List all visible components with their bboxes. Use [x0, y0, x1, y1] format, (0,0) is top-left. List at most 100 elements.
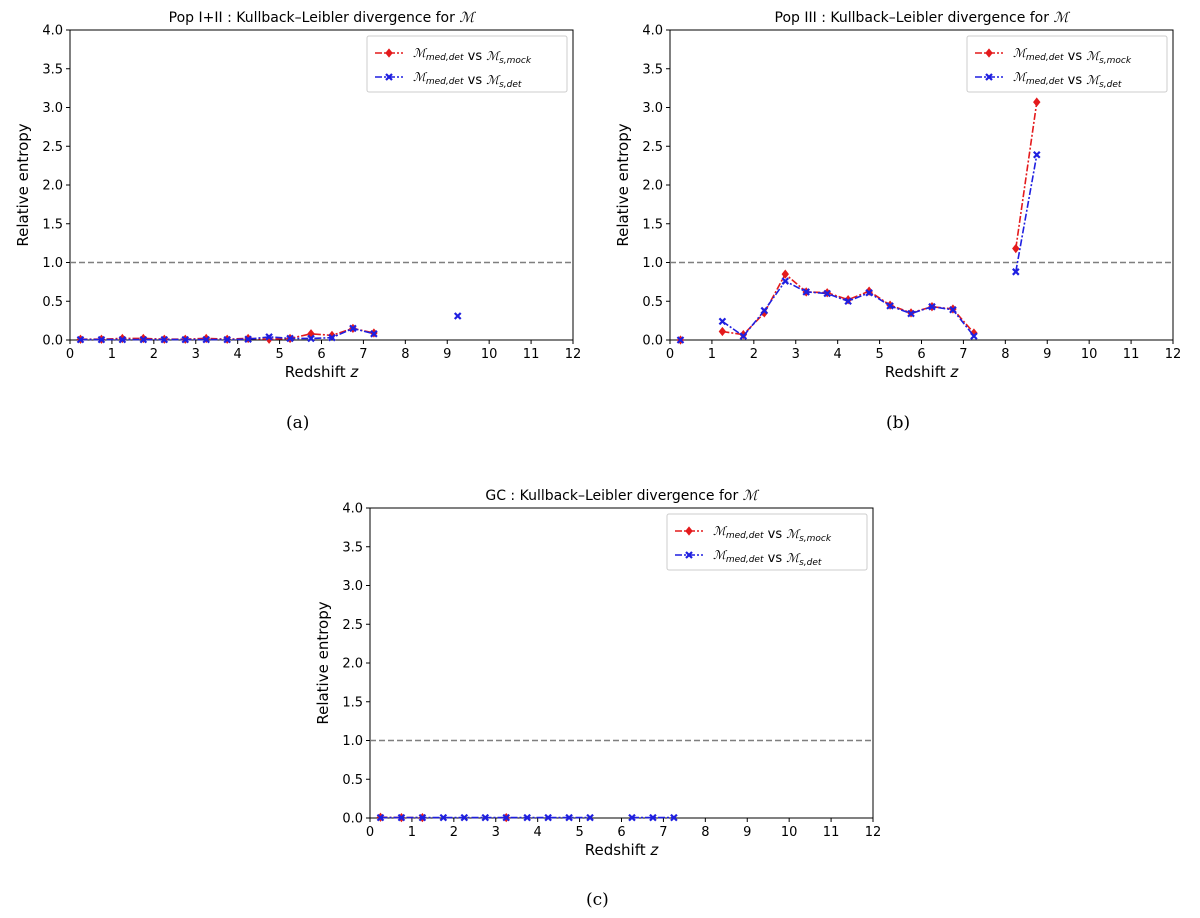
legend-box: [666, 513, 868, 571]
x-tick-label: 2: [150, 347, 158, 362]
legend-swatch-marker-b: [985, 73, 993, 81]
x-tick-label: 5: [275, 347, 283, 362]
legend-subscript: med,det: [1026, 53, 1064, 63]
x-axis-label-text: Redshift: [585, 841, 651, 859]
data-point-1: [544, 813, 552, 822]
legend-subscript: med,det: [426, 77, 464, 87]
legend-symbol: ℳ: [713, 548, 728, 562]
x-tick-label: 10: [481, 347, 498, 362]
y-tick-label: 3.0: [42, 101, 63, 116]
data-point-1-b: [565, 813, 573, 822]
legend-swatch-marker: [385, 48, 393, 58]
x-tick-label: 11: [523, 347, 540, 362]
y-tick-label: 0.5: [642, 295, 663, 310]
data-point-0: [781, 269, 789, 279]
data-point-1: [439, 813, 448, 822]
data-point-1-b: [865, 288, 873, 297]
data-point-1: [349, 324, 357, 333]
data-point-1-b: [823, 289, 831, 298]
data-point-1: [760, 306, 769, 315]
data-point-1-b: [160, 335, 169, 344]
data-point-1-b: [328, 333, 336, 342]
x-tick-label: 1: [708, 347, 716, 362]
y-tick-label: 0.0: [642, 334, 663, 349]
legend-vs: vs: [764, 551, 787, 566]
data-point-0: [718, 326, 727, 337]
x-tick-label: 12: [1165, 347, 1182, 362]
x-axis-label-text: Redshift: [885, 363, 951, 381]
data-point-1-b: [460, 813, 469, 822]
data-point-1-b: [202, 335, 211, 344]
y-tick-label: 0.0: [42, 334, 63, 349]
y-tick-label: 2.5: [342, 618, 363, 633]
x-tick-label: 1: [408, 825, 416, 840]
data-point-1-b: [649, 813, 657, 822]
x-tick-label: 8: [701, 825, 709, 840]
x-tick-label: 10: [1081, 347, 1098, 362]
y-tick-label: 1.0: [42, 256, 63, 271]
x-tick-label: 6: [617, 825, 625, 840]
data-point-1-b: [307, 334, 315, 343]
legend-vs: vs: [464, 73, 487, 88]
x-tick-label: 0: [66, 347, 74, 362]
data-point-1: [670, 813, 678, 822]
y-tick-label: 2.0: [642, 179, 663, 194]
legend-swatch-marker: [985, 48, 993, 58]
legend-symbol: ℳ: [486, 73, 501, 87]
legend-swatch-marker: [985, 73, 993, 81]
y-tick-label: 4.0: [342, 502, 363, 517]
data-point-1: [139, 335, 148, 344]
data-point-1-b: [1032, 150, 1041, 159]
legend-label: ℳmed,det vs ℳs,mock: [1013, 46, 1132, 66]
data-point-1-b: [481, 813, 490, 822]
x-tick-label: 8: [1001, 347, 1009, 362]
y-tick-label: 3.5: [642, 62, 663, 77]
caption-c: (c): [586, 890, 609, 910]
chart-title: GC : Kullback–Leibler divergence for ℳ: [485, 488, 759, 504]
data-point-1-b: [139, 335, 148, 344]
x-tick-label: 4: [534, 825, 542, 840]
x-tick-label: 7: [959, 347, 967, 362]
y-tick-label: 1.5: [42, 217, 63, 232]
legend-subscript: med,det: [426, 53, 464, 63]
data-point-1-b: [439, 813, 448, 822]
y-tick-label: 4.0: [642, 24, 663, 39]
data-point-1-b: [844, 297, 852, 306]
data-point-1: [181, 335, 190, 344]
y-tick-label: 2.0: [342, 657, 363, 672]
data-point-1-b: [370, 330, 378, 338]
data-point-1-b: [376, 813, 385, 822]
data-point-1: [160, 335, 169, 344]
data-point-1-b: [418, 813, 427, 822]
y-tick-label: 2.5: [642, 140, 663, 155]
legend-subscript: s,det: [499, 80, 522, 90]
y-tick-label: 3.5: [342, 540, 363, 555]
data-point-1-b: [676, 336, 685, 344]
data-point-0: [1033, 97, 1041, 107]
y-tick-label: 1.0: [642, 256, 663, 271]
x-tick-label: 10: [781, 825, 798, 840]
data-point-1-b: [628, 813, 636, 822]
x-tick-label: 3: [792, 347, 800, 362]
data-point-1: [886, 302, 894, 310]
y-tick-label: 0.5: [342, 773, 363, 788]
legend-label: ℳmed,det vs ℳs,mock: [713, 524, 832, 544]
data-point-1-b: [586, 813, 594, 822]
x-axis-label: Redshift z: [585, 841, 660, 859]
data-point-1-b: [886, 302, 894, 310]
caption-b: (b): [886, 413, 911, 433]
data-point-1-b: [781, 277, 790, 285]
x-tick-label: 4: [234, 347, 242, 362]
x-axis-label-var: z: [649, 841, 659, 859]
y-tick-label: 2.0: [42, 179, 63, 194]
data-point-1-b: [718, 317, 727, 326]
chart-panel-1: Pop III : Kullback–Leibler divergence fo…: [614, 10, 1181, 381]
legend-subscript: s,det: [1099, 80, 1122, 90]
x-tick-label: 3: [492, 825, 500, 840]
data-point-1: [97, 335, 106, 344]
x-tick-label: 0: [366, 825, 374, 840]
data-point-1-b: [1012, 268, 1020, 276]
data-point-1-b: [670, 813, 678, 822]
data-point-1-b: [397, 813, 406, 822]
